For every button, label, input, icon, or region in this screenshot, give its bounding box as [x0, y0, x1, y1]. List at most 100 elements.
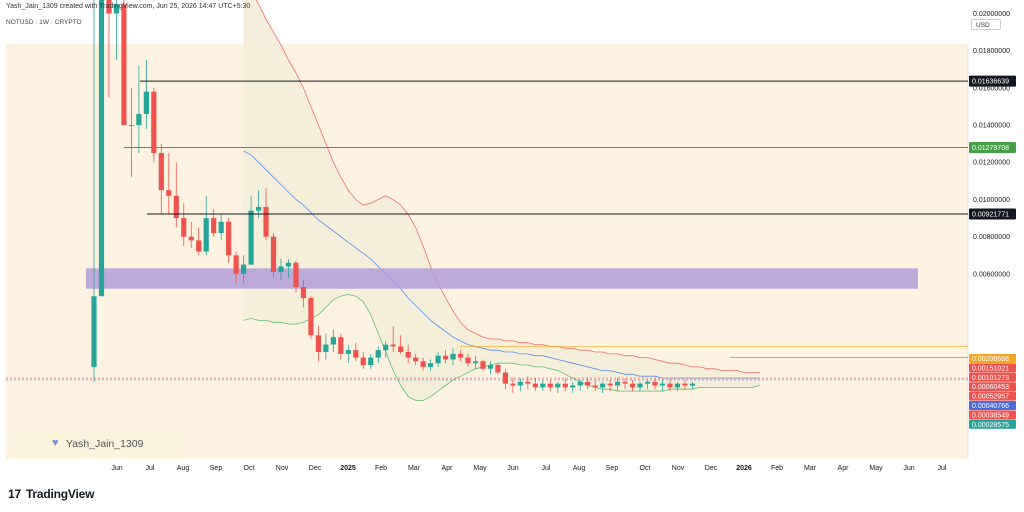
candle: [241, 255, 247, 284]
candle: [98, 0, 105, 297]
candle-body: [121, 4, 127, 126]
x-tick-label: Mar: [408, 465, 421, 472]
y-tick-label: 0.01400000: [973, 123, 1010, 130]
candle: [540, 379, 546, 392]
candle-body: [510, 383, 516, 386]
x-tick-label: Jun: [903, 465, 914, 472]
candle: [487, 361, 494, 375]
y-tick-label: 0.00600000: [973, 271, 1010, 278]
candle: [659, 379, 666, 392]
x-tick-label: Apr: [838, 465, 850, 472]
price-tag-label: 0.00028575: [972, 422, 1009, 429]
candle: [330, 329, 336, 353]
candle-body: [555, 383, 561, 388]
candle: [383, 340, 389, 358]
x-tick-label: Nov: [276, 465, 289, 472]
candle-body: [689, 383, 695, 386]
candle: [517, 378, 523, 392]
x-tick-label: May: [869, 465, 883, 472]
candle-body: [472, 361, 479, 364]
reference-lines: [6, 346, 968, 381]
candle-body: [166, 190, 172, 196]
candle: [629, 379, 636, 392]
candle: [323, 333, 329, 360]
candle-body: [644, 381, 651, 384]
price-tag: [969, 401, 1016, 410]
support-zone-rect: [86, 268, 918, 289]
candle-body: [450, 353, 456, 360]
candle: [525, 376, 531, 390]
candle-body: [300, 286, 307, 299]
candle: [667, 379, 673, 392]
bollinger-bands: [243, 0, 760, 401]
candle-body: [173, 195, 179, 219]
candle: [375, 346, 381, 364]
candle: [218, 214, 224, 241]
candle-body: [637, 383, 643, 388]
candle: [495, 363, 501, 375]
x-tick-label: Jun: [507, 465, 518, 472]
tradingview-brand[interactable]: 17 TradingView: [8, 487, 94, 501]
candle: [113, 0, 120, 60]
candle: [173, 162, 179, 228]
candle-body: [211, 218, 217, 233]
candle: [353, 342, 359, 362]
band-fill: [243, 0, 760, 401]
candle-body: [585, 381, 591, 386]
x-tick-label: Apr: [442, 465, 454, 472]
candle: [398, 335, 404, 354]
x-tick-label: Dec: [705, 465, 718, 472]
candle: [510, 378, 516, 393]
candle: [158, 143, 164, 215]
time-axis: Jun Jul Aug Sep Oct Nov Dec 2025 Feb Mar Apr May Jun…: [111, 465, 947, 472]
candle-body: [547, 383, 553, 388]
candle-body: [465, 357, 471, 364]
candle: [91, 0, 97, 382]
candle: [652, 378, 658, 390]
price-tag-label: 0.00052957: [972, 394, 1009, 401]
candle: [607, 379, 613, 392]
currency-button[interactable]: USD: [971, 19, 1001, 30]
price-tag: [969, 372, 1016, 382]
candle: [196, 227, 202, 256]
candle-body: [330, 337, 336, 345]
candle-body: [338, 337, 344, 354]
candle: [555, 381, 561, 393]
level-label: 0.01279708: [972, 145, 1009, 152]
candle-body: [308, 298, 314, 336]
candle: [293, 260, 299, 293]
candle-body: [622, 381, 628, 384]
candle: [405, 344, 411, 364]
candle-body: [285, 262, 292, 267]
candle: [674, 381, 681, 392]
chart-background: [6, 44, 968, 459]
candle-body: [196, 240, 202, 252]
candle-body: [91, 296, 97, 367]
candle-body: [255, 206, 262, 211]
price-tag-label: 0.00101273: [972, 375, 1009, 382]
price-tag: [969, 363, 1016, 373]
heart-icon: ♥: [52, 437, 59, 449]
candle-body: [263, 206, 269, 237]
x-tick-label: Oct: [640, 465, 651, 472]
candle: [233, 251, 239, 284]
candle: [166, 153, 172, 215]
candle-body: [360, 357, 366, 366]
candle: [532, 378, 538, 392]
candle-body: [188, 236, 194, 241]
x-tick-label: Nov: [672, 465, 685, 472]
x-tick-label: Aug: [177, 465, 190, 472]
candle: [644, 379, 651, 390]
candle: [226, 218, 232, 263]
horizontal-levels: 0.026530920.021616200.016366390.01279708…: [124, 75, 1016, 220]
y-tick-label: 0.01000000: [973, 197, 1010, 204]
candle: [360, 352, 366, 369]
candle: [315, 325, 321, 362]
price-tag: [969, 382, 1016, 392]
x-tick-label: 2026: [736, 465, 752, 472]
candle-body: [413, 357, 419, 362]
candle: [420, 357, 426, 371]
candle-body: [203, 218, 209, 252]
price-tag-label: 0.00040766: [972, 403, 1009, 410]
